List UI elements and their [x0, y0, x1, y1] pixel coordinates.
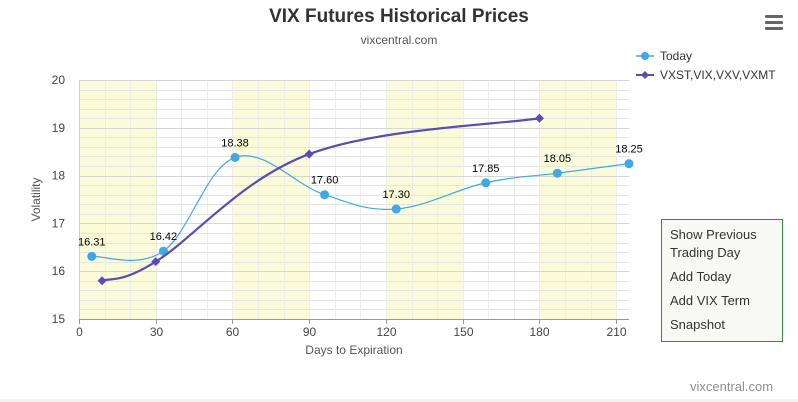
- data-point: [624, 159, 634, 169]
- x-tick-label: 120: [376, 325, 396, 339]
- legend-item-vxst[interactable]: VXST,VIX,VXV,VXMT: [636, 65, 776, 84]
- y-tick-label: 20: [52, 73, 66, 87]
- legend-label-vxst: VXST,VIX,VXV,VXMT: [660, 67, 776, 82]
- y-tick-label: 15: [52, 312, 66, 326]
- chart-legend: Today VXST,VIX,VXV,VXMT: [636, 46, 776, 84]
- add-vix-term-button[interactable]: Add VIX Term: [670, 293, 750, 308]
- chart-title: VIX Futures Historical Prices: [269, 6, 529, 27]
- data-point-diamond: [97, 276, 107, 286]
- data-point: [158, 246, 168, 256]
- x-tick-label: 60: [226, 325, 240, 339]
- data-label: 16.42: [150, 231, 178, 243]
- data-point: [230, 152, 240, 162]
- y-tick-label: 18: [52, 169, 66, 183]
- x-tick-label: 30: [150, 325, 164, 339]
- plot-band: [232, 80, 310, 319]
- series-line-1: [101, 117, 540, 282]
- credit-link[interactable]: vixcentral.com: [690, 379, 774, 394]
- data-label: 17.30: [382, 189, 410, 201]
- y-tick-label: 19: [52, 121, 66, 135]
- data-label: 17.60: [311, 175, 339, 187]
- data-point: [320, 190, 330, 200]
- snapshot-button[interactable]: Snapshot: [670, 317, 725, 332]
- legend-label-today: Today: [660, 48, 693, 63]
- data-point: [87, 251, 97, 261]
- x-tick-label: 0: [76, 325, 83, 339]
- chart-subtitle: vixcentral.com: [360, 33, 438, 47]
- hamburger-menu-icon[interactable]: [765, 15, 783, 31]
- data-point-diamond: [534, 113, 544, 123]
- x-tick-label: 150: [453, 325, 473, 339]
- data-label: 18.25: [615, 144, 643, 156]
- data-point: [552, 168, 562, 178]
- menu-bar: [765, 15, 783, 18]
- x-tick-label: 210: [606, 325, 626, 339]
- data-point: [391, 204, 401, 214]
- data-label: 18.38: [221, 137, 249, 149]
- legend-diamond-marker-icon: [636, 70, 654, 79]
- add-today-button[interactable]: Add Today: [670, 269, 732, 284]
- x-tick-label: 90: [303, 325, 317, 339]
- data-label: 17.85: [472, 163, 500, 175]
- footer-divider: [0, 399, 798, 402]
- plot-band: [79, 80, 156, 319]
- series-line-0: [91, 155, 630, 261]
- legend-circle-marker-icon: [636, 51, 654, 60]
- options-panel: Show Previous Trading Day Add Today Add …: [661, 219, 783, 342]
- data-label: 18.05: [544, 153, 572, 165]
- data-point: [481, 178, 491, 188]
- menu-bar: [765, 21, 783, 24]
- data-point-diamond: [304, 149, 314, 159]
- y-tick-label: 16: [52, 264, 66, 278]
- data-label: 16.31: [78, 236, 106, 248]
- show-previous-trading-day-button[interactable]: Show Previous Trading Day: [670, 227, 757, 260]
- y-axis-title: Volatility: [29, 177, 43, 221]
- menu-bar: [765, 27, 783, 30]
- y-tick-label: 17: [52, 216, 66, 230]
- plot-band: [385, 80, 463, 319]
- x-axis-title: Days to Expiration: [305, 343, 402, 357]
- plot-band: [539, 80, 617, 319]
- data-point-diamond: [151, 257, 161, 267]
- x-tick-label: 180: [529, 325, 549, 339]
- legend-item-today[interactable]: Today: [636, 46, 776, 65]
